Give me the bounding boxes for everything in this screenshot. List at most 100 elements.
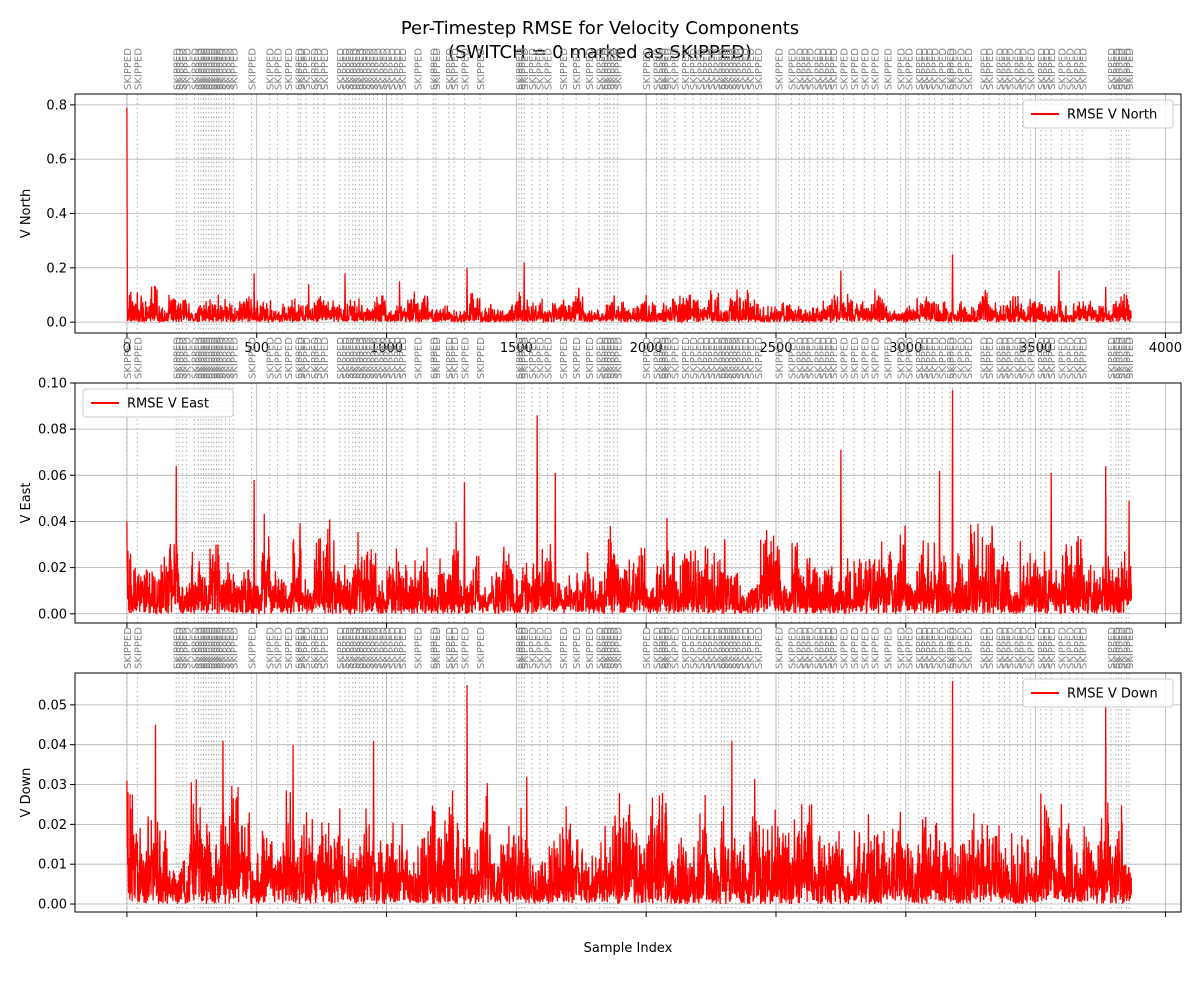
skipped-label: SKIPPED <box>349 337 360 379</box>
skipped-label: SKIPPED <box>388 337 399 379</box>
x-tick-label: 1500 <box>500 341 533 356</box>
skipped-label: SKIPPED <box>383 337 394 379</box>
skipped-label: SKIPPED <box>520 337 531 379</box>
skipped-label: SKIPPED <box>671 627 682 669</box>
skipped-label: SKIPPED <box>1019 48 1030 90</box>
skipped-label: SKIPPED <box>754 627 765 669</box>
skipped-label: SKIPPED <box>355 337 366 379</box>
skipped-label: SKIPPED <box>383 48 394 90</box>
skipped-label: SKIPPED <box>274 627 285 669</box>
skipped-label: SKIPPED <box>362 337 373 379</box>
skipped-label: SKIPPED <box>302 48 313 90</box>
skipped-label: SKIPPED <box>297 48 308 90</box>
skipped-label: SKIPPED <box>732 627 743 669</box>
skipped-label: SKIPPED <box>1115 627 1126 669</box>
skipped-label: SKIPPED <box>897 627 908 669</box>
skipped-label: SKIPPED <box>663 627 674 669</box>
skipped-label: SKIPPED <box>460 48 471 90</box>
skipped-label: SKIPPED <box>741 48 752 90</box>
skipped-label: SKIPPED <box>1115 48 1126 90</box>
x-axis-label: Sample Index <box>584 941 673 956</box>
skipped-label: SKIPPED <box>1073 337 1084 379</box>
skipped-label: SKIPPED <box>985 48 996 90</box>
axes-frame <box>74 382 1182 624</box>
y-tick-label: 0.8 <box>46 98 67 113</box>
skipped-label: SKIPPED <box>314 337 325 379</box>
skipped-label: SKIPPED <box>225 337 236 379</box>
skipped-label: SKIPPED <box>681 337 692 379</box>
skipped-label: SKIPPED <box>938 48 949 90</box>
skipped-label: SKIPPED <box>720 337 731 379</box>
skipped-label: SKIPPED <box>642 48 653 90</box>
skipped-label: SKIPPED <box>795 627 806 669</box>
skipped-label: SKIPPED <box>775 48 786 90</box>
skipped-label: SKIPPED <box>336 48 347 90</box>
skipped-label: SKIPPED <box>1006 48 1017 90</box>
skipped-label: SKIPPED <box>663 337 674 379</box>
skipped-label: SKIPPED <box>949 627 960 669</box>
legend-box <box>1022 99 1174 129</box>
skipped-label: SKIPPED <box>746 337 757 379</box>
skipped-label: SKIPPED <box>653 627 664 669</box>
series-line-2 <box>126 389 1133 616</box>
skipped-label: SKIPPED <box>601 627 612 669</box>
skipped-label: SKIPPED <box>1122 337 1133 379</box>
skipped-label: SKIPPED <box>358 627 369 669</box>
skipped-label: SKIPPED <box>1117 48 1128 90</box>
skipped-label: SKIPPED <box>728 337 739 379</box>
skipped-label: SKIPPED <box>398 337 409 379</box>
skipped-label: SKIPPED <box>200 627 211 669</box>
skipped-label: SKIPPED <box>814 337 825 379</box>
skipped-label: SKIPPED <box>536 627 547 669</box>
skipped-label: SKIPPED <box>266 48 277 90</box>
skipped-label: SKIPPED <box>355 48 366 90</box>
skipped-label: SKIPPED <box>801 337 812 379</box>
skipped-label: SKIPPED <box>819 48 830 90</box>
legend-box <box>1022 678 1174 708</box>
skipped-label: SKIPPED <box>284 48 295 90</box>
skipped-label: SKIPPED <box>320 627 331 669</box>
skipped-label: SKIPPED <box>222 337 233 379</box>
skipped-label: SKIPPED <box>183 337 194 379</box>
skipped-label: SKIPPED <box>190 48 201 90</box>
skipped-label: SKIPPED <box>370 48 381 90</box>
skipped-label: SKIPPED <box>1058 337 1069 379</box>
skipped-label: SKIPPED <box>806 48 817 90</box>
skipped-label: SKIPPED <box>1115 337 1126 379</box>
skipped-label: SKIPPED <box>205 337 216 379</box>
skipped-label: SKIPPED <box>806 627 817 669</box>
skipped-label: SKIPPED <box>660 48 671 90</box>
skipped-label: SKIPPED <box>689 337 700 379</box>
skipped-label: SKIPPED <box>824 48 835 90</box>
skipped-label: SKIPPED <box>222 48 233 90</box>
skipped-label: SKIPPED <box>274 48 285 90</box>
skipped-label: SKIPPED <box>536 48 547 90</box>
skipped-label: SKIPPED <box>284 337 295 379</box>
skipped-label: SKIPPED <box>964 337 975 379</box>
skipped-label: SKIPPED <box>528 337 539 379</box>
skipped-label: SKIPPED <box>229 48 240 90</box>
skipped-label: SKIPPED <box>345 48 356 90</box>
legend-label: RMSE V East <box>127 397 209 412</box>
skipped-label: SKIPPED <box>1000 627 1011 669</box>
skipped-label: SKIPPED <box>202 48 213 90</box>
skipped-label: SKIPPED <box>717 627 728 669</box>
skipped-label: SKIPPED <box>393 627 404 669</box>
skipped-label: SKIPPED <box>366 48 377 90</box>
skipped-label: SKIPPED <box>229 337 240 379</box>
skipped-label: SKIPPED <box>938 337 949 379</box>
skipped-label: SKIPPED <box>210 627 221 669</box>
skipped-label: SKIPPED <box>788 48 799 90</box>
skipped-label: SKIPPED <box>202 337 213 379</box>
skipped-label: SKIPPED <box>1000 337 1011 379</box>
skipped-label: SKIPPED <box>964 627 975 669</box>
y-tick-label: 0.00 <box>38 898 67 913</box>
x-tick-label: 4000 <box>1149 341 1182 356</box>
skipped-label: SKIPPED <box>544 48 555 90</box>
skipped-label: SKIPPED <box>197 48 208 90</box>
skipped-label: SKIPPED <box>183 627 194 669</box>
skipped-label: SKIPPED <box>218 627 229 669</box>
skipped-label: SKIPPED <box>207 337 218 379</box>
skipped-label: SKIPPED <box>930 48 941 90</box>
